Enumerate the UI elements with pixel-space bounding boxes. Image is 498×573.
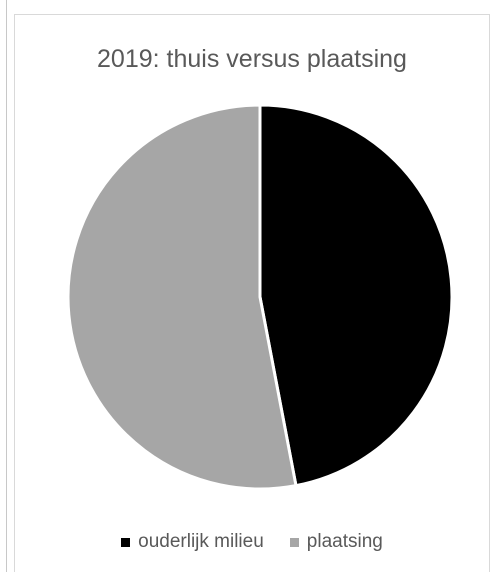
chart-container: 2019: thuis versus plaatsing ouderlijk m… xyxy=(14,14,490,572)
pie-chart xyxy=(66,103,454,491)
legend-label: ouderlijk milieu xyxy=(138,531,264,552)
chart-title: 2019: thuis versus plaatsing xyxy=(97,45,407,73)
chart-legend: ouderlijk milieu plaatsing xyxy=(15,531,489,553)
legend-item-plaatsing: plaatsing xyxy=(289,531,383,553)
page-margin-rule xyxy=(6,0,7,572)
legend-item-ouderlijk-milieu: ouderlijk milieu xyxy=(121,531,264,553)
pie-slice-plaatsing xyxy=(66,103,298,491)
legend-swatch xyxy=(121,537,131,547)
pie-slices xyxy=(66,103,454,491)
legend-label: plaatsing xyxy=(306,531,383,552)
pie-slice-ouderlijk-milieu xyxy=(258,103,454,488)
legend-swatch xyxy=(289,537,299,547)
